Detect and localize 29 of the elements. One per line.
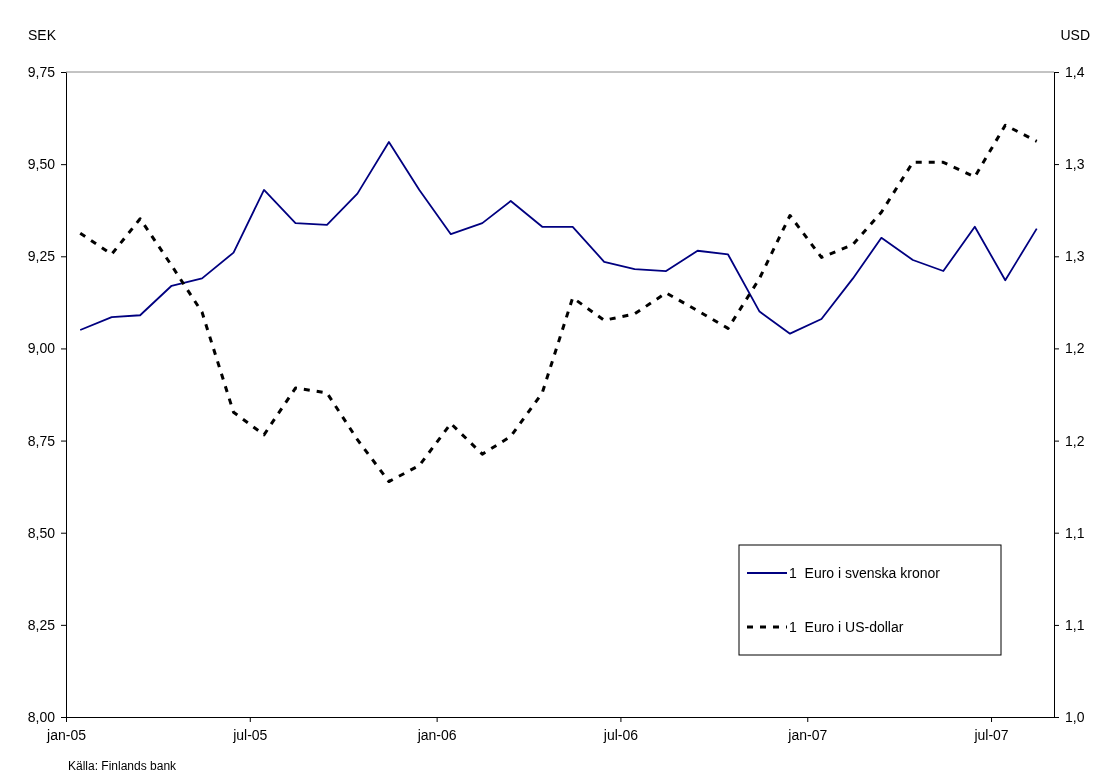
- y2-axis-title: USD: [1060, 27, 1090, 43]
- y-tick-label: 9,75: [27, 63, 56, 80]
- y2-tick-label: 1,1: [1065, 616, 1085, 633]
- y-axis-title: SEK: [28, 27, 57, 43]
- y-tick-label: 9,25: [27, 248, 56, 265]
- x-tick-label: jul-06: [602, 726, 639, 743]
- y2-tick-label: 1,2: [1065, 340, 1085, 357]
- y2-tick-label: 1,4: [1065, 63, 1085, 80]
- y2-tick-label: 1,0: [1065, 708, 1085, 725]
- legend-label: 1 Euro i svenska kronor: [789, 565, 941, 581]
- y-tick-label: 8,75: [27, 432, 56, 449]
- line-series: [78, 123, 1039, 484]
- x-tick-label: jan-05: [46, 726, 87, 743]
- y-tick-label: 8,25: [27, 616, 56, 633]
- y-tick-label: 8,50: [27, 524, 56, 541]
- x-tick-label: jul-05: [232, 726, 268, 743]
- x-tick-label: jan-06: [416, 726, 457, 743]
- y2-tick-label: 1,2: [1065, 432, 1085, 449]
- y-tick-label: 9,50: [27, 156, 56, 173]
- y2-tick-label: 1,1: [1065, 524, 1085, 541]
- legend-label: 1 Euro i US-dollar: [789, 619, 904, 635]
- line-series: [79, 141, 1038, 335]
- y-tick-label: 8,00: [27, 708, 56, 725]
- y2-tick-label: 1,3: [1065, 248, 1085, 265]
- y2-tick-label: 1,3: [1065, 156, 1085, 173]
- text: Källa: Finlands bank: [68, 759, 178, 773]
- x-tick-label: jul-07: [973, 726, 1009, 743]
- y-tick-label: 9,00: [27, 340, 56, 357]
- x-tick-label: jan-07: [787, 726, 828, 743]
